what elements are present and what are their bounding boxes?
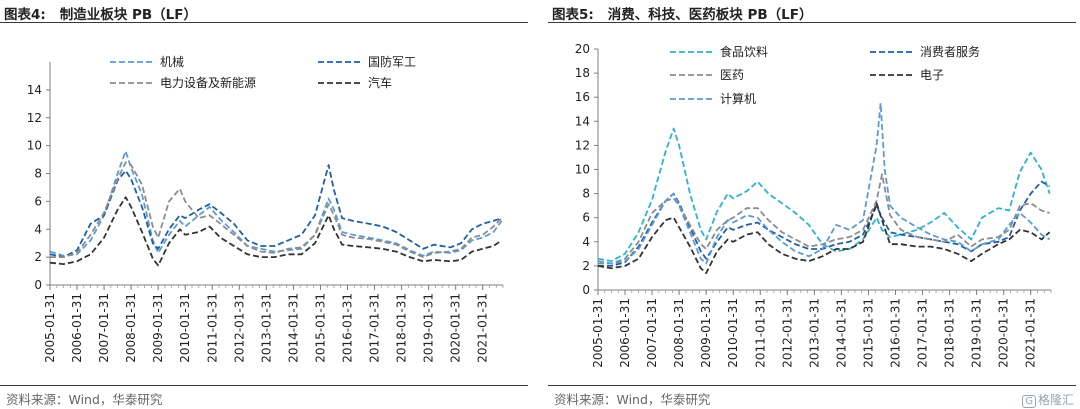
y-tick-label: 10 — [27, 139, 42, 153]
x-tick-label: 2013-01-31 — [259, 293, 273, 363]
y-tick-label: 4 — [34, 222, 42, 236]
chart-panel-consumer-tech-pharma: 图表5: 消费、科技、医药板块 PB（LF） 0 2 4 6 8 10 12 14 16 18 20 2… — [548, 0, 1080, 409]
source-divider — [0, 385, 528, 386]
pb-line-chart-manufacturing: 0 2 4 6 8 10 12 14 2005-01-31 2006-01-31 2007-01-3… — [27, 54, 504, 363]
series-line — [597, 202, 1051, 274]
x-tick-label: 2010-01-31 — [178, 293, 192, 363]
x-tick-label: 2017-01-31 — [916, 298, 930, 368]
series-line — [597, 127, 1051, 262]
x-tick-label: 2015-01-31 — [313, 293, 327, 363]
title-divider — [0, 22, 528, 23]
series-line — [49, 150, 503, 257]
y-tick-label: 2 — [582, 259, 590, 273]
x-tick-label: 2021-01-31 — [1024, 298, 1038, 368]
chart-panel-manufacturing: 图表4: 制造业板块 PB（LF） 0 2 4 6 8 10 12 14 2005-01-31 20… — [0, 0, 532, 409]
x-tick-label: 2018-01-31 — [943, 298, 957, 368]
x-tick-label: 2010-01-31 — [726, 298, 740, 368]
x-tick-label: 2016-01-31 — [340, 293, 354, 363]
x-tick-label: 2014-01-31 — [286, 293, 300, 363]
x-tick-label: 2018-01-31 — [395, 293, 409, 363]
y-tick-label: 8 — [34, 167, 42, 181]
x-tick-label: 2020-01-31 — [997, 298, 1011, 368]
x-tick-label: 2019-01-31 — [970, 298, 984, 368]
title-divider — [548, 22, 1076, 23]
y-tick-label: 16 — [575, 90, 590, 104]
series-line — [598, 173, 1050, 265]
y-tick-label: 12 — [27, 111, 42, 125]
y-tick-label: 8 — [582, 187, 590, 201]
y-tick-label: 14 — [27, 83, 42, 97]
series-line — [50, 161, 503, 258]
source-note: 资料来源：Wind，华泰研究 — [554, 392, 711, 407]
watermark-logo-icon: G — [1022, 395, 1036, 408]
legend-label: 电力设备及新能源 — [160, 75, 256, 90]
x-tick-label: 2005-01-31 — [43, 293, 57, 363]
x-tick-label: 2009-01-31 — [699, 298, 713, 368]
source-note: 资料来源：Wind，华泰研究 — [6, 392, 163, 407]
x-tick-label: 2017-01-31 — [368, 293, 382, 363]
y-tick-label: 10 — [575, 163, 590, 177]
x-tick-label: 2008-01-31 — [124, 293, 138, 363]
x-tick-label: 2006-01-31 — [618, 298, 632, 368]
x-tick-label: 2021-01-31 — [476, 293, 490, 363]
y-tick-label: 4 — [582, 235, 590, 249]
x-tick-label: 2011-01-31 — [205, 293, 219, 363]
legend-label: 国防军工 — [368, 54, 416, 69]
x-tick-label: 2016-01-31 — [888, 298, 902, 368]
x-tick-label: 2012-01-31 — [232, 293, 246, 363]
x-tick-label: 2013-01-31 — [807, 298, 821, 368]
x-tick-label: 2006-01-31 — [70, 293, 84, 363]
legend-label: 消费者服务 — [920, 44, 980, 59]
y-tick-label: 6 — [34, 194, 42, 208]
x-tick-label: 2007-01-31 — [645, 298, 659, 368]
legend-label: 机械 — [160, 54, 184, 69]
legend-label: 食品饮料 — [720, 44, 768, 59]
pb-line-chart-consumer-tech-pharma: 0 2 4 6 8 10 12 14 16 18 20 2005-01-31 2006-01-31 200… — [575, 42, 1052, 368]
watermark: G 格隆汇 — [1022, 391, 1074, 408]
series-line — [597, 102, 1051, 265]
source-divider — [548, 385, 1076, 386]
x-tick-label: 2009-01-31 — [151, 293, 165, 363]
x-tick-label: 2011-01-31 — [753, 298, 767, 368]
chart-title: 图表4: 制造业板块 PB（LF） — [4, 7, 198, 23]
x-tick-label: 2012-01-31 — [780, 298, 794, 368]
y-tick-label: 0 — [34, 278, 42, 292]
chart-title: 图表5: 消费、科技、医药板块 PB（LF） — [552, 7, 813, 23]
y-tick-label: 0 — [582, 283, 590, 297]
y-tick-label: 2 — [34, 250, 42, 264]
legend-label: 医药 — [720, 68, 744, 82]
y-tick-label: 6 — [582, 211, 590, 225]
series-line — [49, 196, 503, 267]
legend-label: 电子 — [920, 68, 944, 82]
x-tick-label: 2015-01-31 — [861, 298, 875, 368]
x-tick-label: 2019-01-31 — [422, 293, 436, 363]
y-tick-label: 14 — [575, 114, 590, 128]
x-tick-label: 2020-01-31 — [449, 293, 463, 363]
series-line — [49, 164, 502, 258]
x-tick-label: 2007-01-31 — [97, 293, 111, 363]
legend-label: 计算机 — [720, 91, 756, 106]
y-tick-label: 20 — [575, 42, 590, 56]
x-tick-label: 2005-01-31 — [591, 298, 605, 368]
legend-label: 汽车 — [368, 75, 392, 90]
x-tick-label: 2014-01-31 — [834, 298, 848, 368]
y-tick-label: 18 — [575, 66, 590, 80]
y-tick-label: 12 — [575, 138, 590, 152]
x-tick-label: 2008-01-31 — [672, 298, 686, 368]
